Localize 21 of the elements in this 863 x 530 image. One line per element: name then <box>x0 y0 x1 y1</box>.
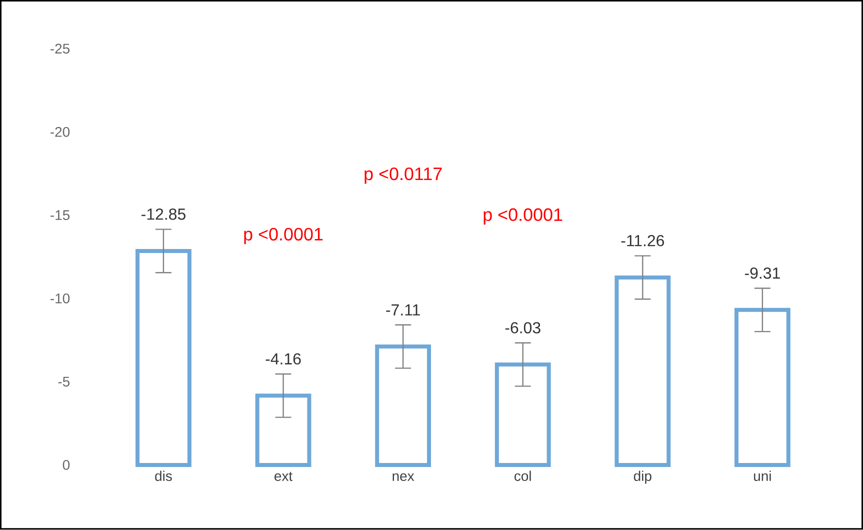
y-tick-label: -10 <box>50 294 70 304</box>
data-label: -9.31 <box>744 268 780 279</box>
y-tick-label: -15 <box>50 210 70 220</box>
x-tick-label: uni <box>754 470 771 482</box>
data-label: -11.26 <box>621 235 664 247</box>
annotation: p <0.0001 <box>244 228 323 244</box>
data-label: -4.16 <box>266 353 301 365</box>
annotation: p <0.0117 <box>364 168 442 184</box>
y-tick-label: -5 <box>58 377 70 387</box>
data-label: -6.03 <box>505 322 540 334</box>
annotation: p <0.0001 <box>484 208 562 225</box>
y-tick-label: -25 <box>50 44 70 54</box>
y-tick-label: -20 <box>50 127 70 138</box>
x-tick-label: col <box>514 470 531 482</box>
x-tick-label: dis <box>155 470 172 482</box>
y-tick-label: 0 <box>62 460 70 470</box>
data-label: -12.85 <box>142 208 186 220</box>
x-tick-label: nex <box>392 474 414 482</box>
x-tick-label: ext <box>274 472 292 482</box>
x-tick-label: dip <box>634 470 652 484</box>
data-label: -7.11 <box>386 304 420 316</box>
